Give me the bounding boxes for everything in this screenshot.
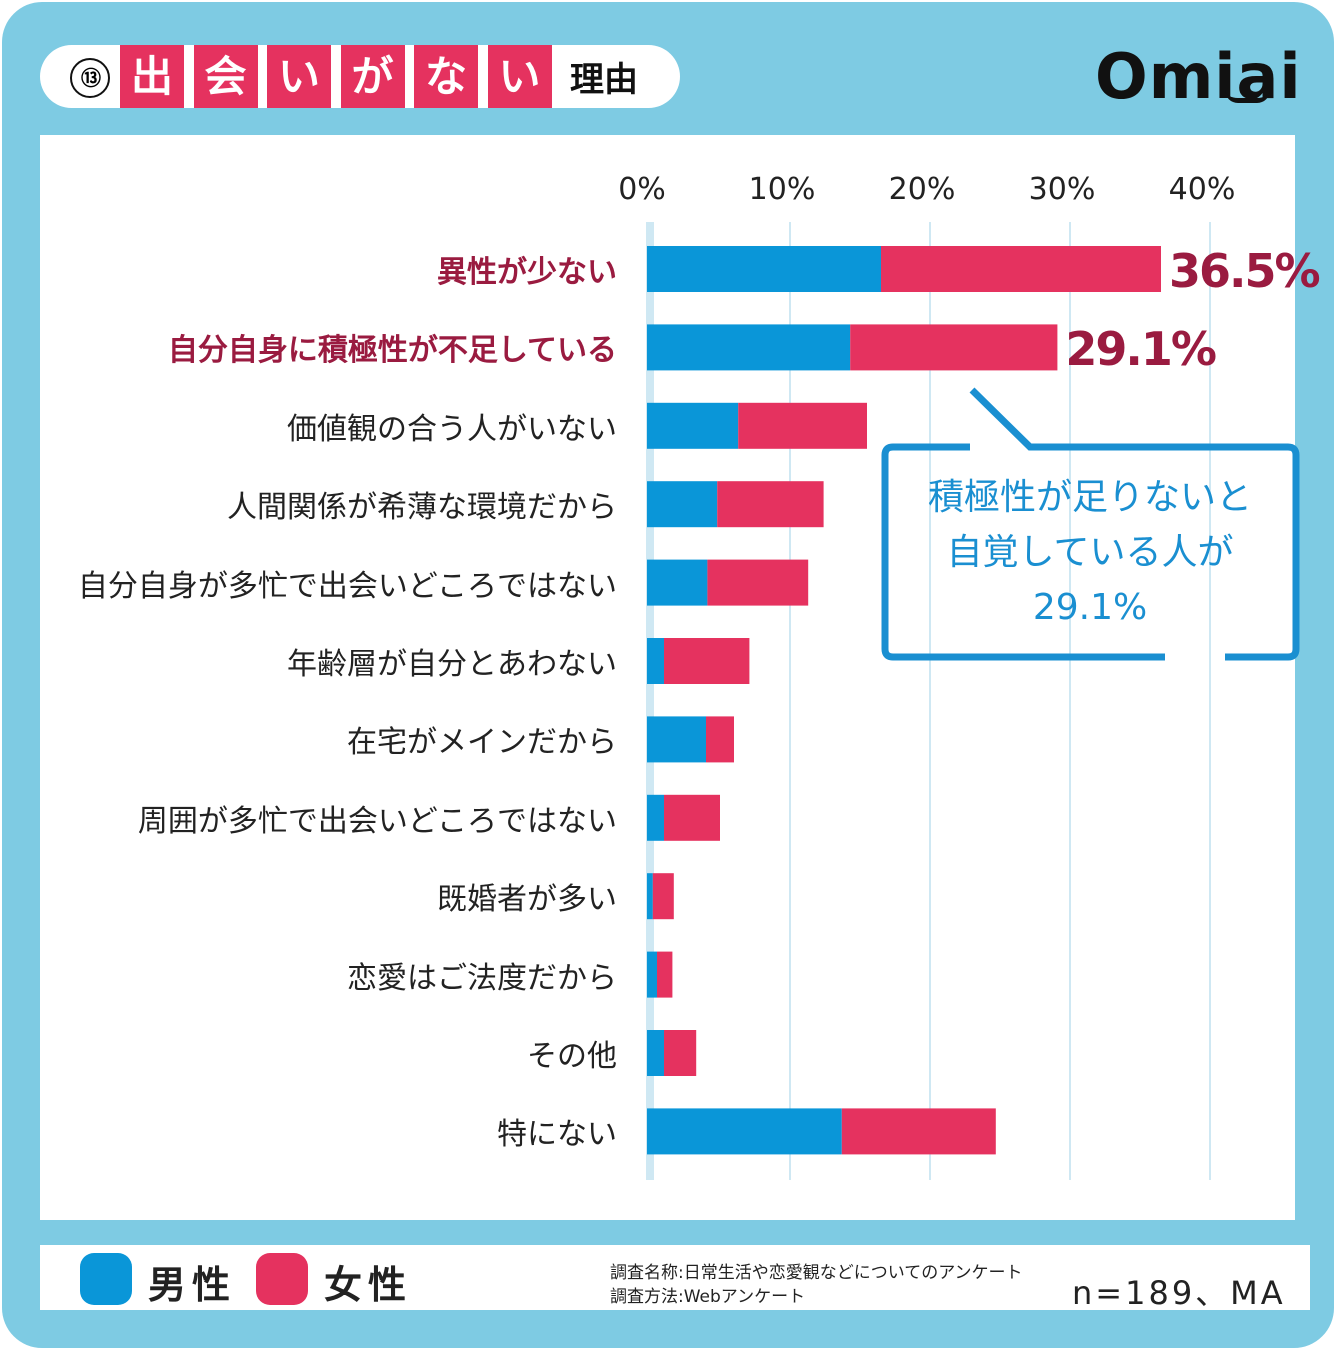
title-char: が <box>340 45 405 108</box>
bar-male <box>647 1030 664 1076</box>
x-tick-label: 30% <box>1028 172 1096 207</box>
bar-male <box>647 246 881 292</box>
omiai-logo: Omiai <box>1095 40 1302 113</box>
category-label: 自分自身が多忙で出会いどころではない <box>77 568 617 604</box>
category-label: 周囲が多忙で出会いどころではない <box>137 803 617 839</box>
title-char: い <box>267 45 331 108</box>
footer <box>40 1245 1310 1310</box>
x-tick-label: 10% <box>748 172 816 207</box>
category-label: 価値観の合う人がいない <box>287 411 617 447</box>
survey-method: 調査方法:Webアンケート <box>610 1287 806 1307</box>
category-label: その他 <box>527 1039 617 1074</box>
x-tick-label: 0% <box>618 172 666 207</box>
bar-female <box>706 716 734 763</box>
category-label: 既婚者が多い <box>437 882 617 918</box>
category-label: 人間関係が希薄な環境だから <box>227 490 617 526</box>
bar-female <box>652 873 674 920</box>
value-label: 29.1% <box>1065 322 1217 377</box>
bar-male <box>647 324 851 371</box>
bar-male <box>647 638 664 684</box>
bar-male <box>647 1108 842 1155</box>
title-suffix: 理由 <box>570 60 638 100</box>
zero-axis-line <box>646 222 654 1180</box>
sample-size: n=189、MA <box>1072 1274 1286 1312</box>
legend-label-female: 女性 <box>324 1263 413 1307</box>
bar-male <box>647 402 739 449</box>
category-label: 恋愛はご法度だから <box>347 960 617 996</box>
bar-male <box>647 559 708 606</box>
title-char: 会 <box>193 45 258 108</box>
callout: 積極性が足りないと 自覚している人が 29.1% <box>885 447 1295 657</box>
title-number: ⑬ <box>70 58 110 98</box>
callout-line: 積極性が足りないと <box>927 477 1252 518</box>
title-char: 出 <box>120 45 184 108</box>
legend-swatch-female <box>256 1253 308 1305</box>
bar-female <box>841 1108 996 1155</box>
bar-female <box>738 402 867 449</box>
category-label: 自分自身に積極性が不足している <box>167 333 617 369</box>
logo-swoosh <box>1225 90 1270 103</box>
bar-male <box>647 873 653 920</box>
bar-female <box>657 951 673 998</box>
bar-female <box>664 638 750 684</box>
x-tick-label: 40% <box>1168 172 1236 207</box>
bar-male <box>647 951 657 998</box>
bar-female <box>850 324 1058 371</box>
callout-line: 自覚している人が <box>946 532 1234 573</box>
category-label: 特にない <box>497 1117 617 1153</box>
value-label: 36.5% <box>1169 244 1321 298</box>
x-tick-label: 20% <box>888 172 956 207</box>
category-label: 在宅がメインだから <box>347 725 617 761</box>
callout-bubble <box>881 387 1300 661</box>
bar-male <box>647 481 718 528</box>
legend-label-male: 男性 <box>148 1263 237 1307</box>
title-char: な <box>414 45 478 108</box>
bar-female <box>664 1030 697 1076</box>
bar-male <box>647 794 664 841</box>
bar-female <box>707 559 809 606</box>
category-label: 年齢層が自分とあわない <box>287 647 617 682</box>
bar-male <box>647 716 706 763</box>
category-label: 異性が少ない <box>437 255 617 290</box>
bar-female <box>881 246 1161 292</box>
bar-female <box>717 481 824 528</box>
legend-swatch-male <box>80 1253 132 1305</box>
callout-line: 29.1% <box>1032 587 1148 628</box>
bar-female <box>664 794 720 841</box>
survey-name: 調査名称:日常生活や恋愛観などについてのアンケート <box>610 1263 1023 1283</box>
title-char: い <box>487 45 552 108</box>
